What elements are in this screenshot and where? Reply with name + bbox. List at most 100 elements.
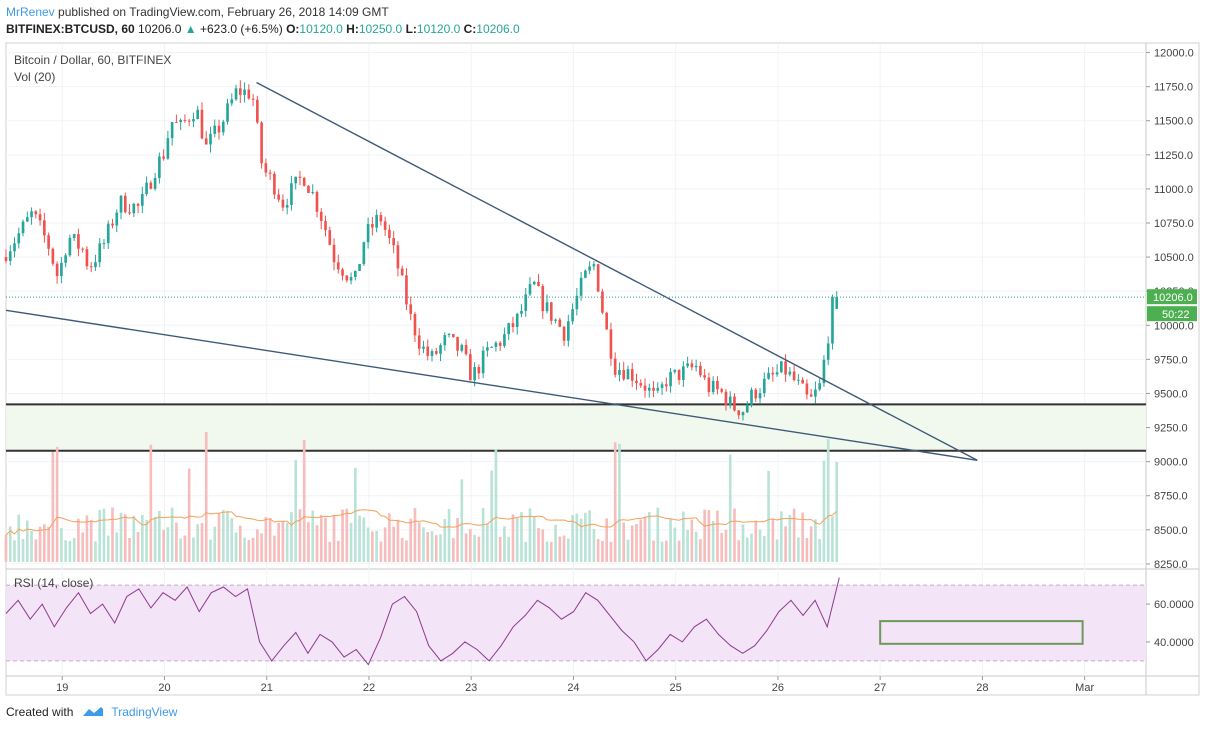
candle-body <box>268 172 272 174</box>
volume-bar <box>311 510 315 562</box>
candle-body <box>545 302 549 312</box>
price-tick-label: 11500.0 <box>1154 116 1193 128</box>
volume-bar <box>285 522 289 562</box>
volume-bar <box>647 512 651 562</box>
time-tick-label: 19 <box>56 682 68 694</box>
volume-bar <box>507 536 511 562</box>
candle-body <box>677 369 681 380</box>
volume-bar <box>89 520 93 562</box>
volume-bar <box>358 515 361 562</box>
volume-bar <box>175 522 178 562</box>
candles <box>4 80 839 421</box>
candle-body <box>469 354 472 381</box>
candle-body <box>528 284 532 295</box>
candle-body <box>221 121 225 133</box>
time-tick-label: 23 <box>465 682 477 694</box>
volume-bar <box>43 524 46 562</box>
rsi-band <box>6 585 1146 661</box>
candle-body <box>507 323 511 335</box>
candle-body <box>541 286 545 312</box>
candle-body <box>30 211 33 218</box>
volume-bar <box>166 527 170 562</box>
created-with-label: Created with <box>6 705 74 719</box>
volume-bar <box>694 531 698 562</box>
volume-bar <box>567 538 570 562</box>
volume-bar <box>814 519 817 562</box>
volume-bar <box>524 541 528 562</box>
chart-canvas[interactable]: 8250.0 8500.0 8750.0 9000.0 9250.0 9500.0 9750… <box>0 0 1205 700</box>
volume-bar <box>699 539 702 562</box>
candle-body <box>439 345 442 354</box>
volume-bar <box>720 533 724 562</box>
volume-bar <box>575 513 579 562</box>
volume-bar <box>477 536 481 562</box>
volume-bar <box>613 442 617 562</box>
rsi-rectangle-drawing <box>879 620 1084 645</box>
candle-body <box>260 122 263 164</box>
candle-body <box>498 342 502 346</box>
volume-bar <box>123 514 127 562</box>
volume-bar <box>792 508 796 562</box>
volume-bar <box>434 535 438 562</box>
candle-body <box>396 245 400 269</box>
candle-body <box>247 89 251 99</box>
candle-body <box>622 369 626 380</box>
volume-bar <box>17 514 21 562</box>
author-link[interactable]: MrRenev <box>6 5 55 19</box>
volume-bar <box>405 540 408 562</box>
candle-body <box>51 248 55 264</box>
volume-bar <box>145 519 148 562</box>
volume-bar <box>601 540 604 562</box>
rsi-legend: RSI (14, close) <box>14 576 93 590</box>
candle-body <box>417 335 421 349</box>
volume-bar <box>307 522 310 562</box>
volume-bar <box>682 511 685 562</box>
candle-body <box>707 377 711 393</box>
volume-bar <box>430 531 434 562</box>
candle-body <box>294 176 298 184</box>
candle-body <box>643 385 647 391</box>
candle-body <box>234 88 238 100</box>
rsi-tick-label: 40.0000 <box>1154 637 1194 649</box>
volume-bar <box>750 533 753 562</box>
candle-body <box>345 275 349 281</box>
candle-body <box>430 351 434 356</box>
candle-body <box>341 269 344 276</box>
candle-body <box>814 389 817 397</box>
candle-body <box>375 214 378 228</box>
candle-body <box>149 182 153 189</box>
volume-bar <box>94 541 97 562</box>
volume-bar <box>60 527 63 562</box>
candle-body <box>562 326 566 341</box>
descending-support-trendline <box>5 309 978 461</box>
volume-bar <box>511 514 515 562</box>
volume-bar <box>639 519 643 562</box>
volume-bar <box>179 538 182 562</box>
volume-bar <box>669 518 672 562</box>
volume-bar <box>780 511 783 562</box>
candle-body <box>200 109 204 139</box>
volume-bar <box>158 510 161 562</box>
tradingview-link[interactable]: TradingView <box>111 705 178 719</box>
volume-bar <box>13 540 16 562</box>
candle-body <box>13 243 16 252</box>
volume-bar <box>711 520 715 562</box>
volume-bar <box>456 518 459 562</box>
volume-bar <box>771 518 775 562</box>
candle-body <box>328 230 332 245</box>
candle-body <box>94 262 97 268</box>
candle-body <box>720 389 724 392</box>
volume-bar <box>571 515 574 562</box>
time-tick-label: 20 <box>158 682 170 694</box>
candle-body <box>724 391 728 406</box>
candle-body <box>426 346 430 356</box>
volume-bar <box>520 512 523 562</box>
candle-body <box>298 176 302 178</box>
candle-body <box>822 359 826 384</box>
candle-body <box>456 336 459 351</box>
candle-body <box>618 369 621 375</box>
volume-bar <box>498 536 502 562</box>
candle-body <box>72 234 76 238</box>
candle-body <box>635 380 638 384</box>
candle-body <box>754 389 758 399</box>
